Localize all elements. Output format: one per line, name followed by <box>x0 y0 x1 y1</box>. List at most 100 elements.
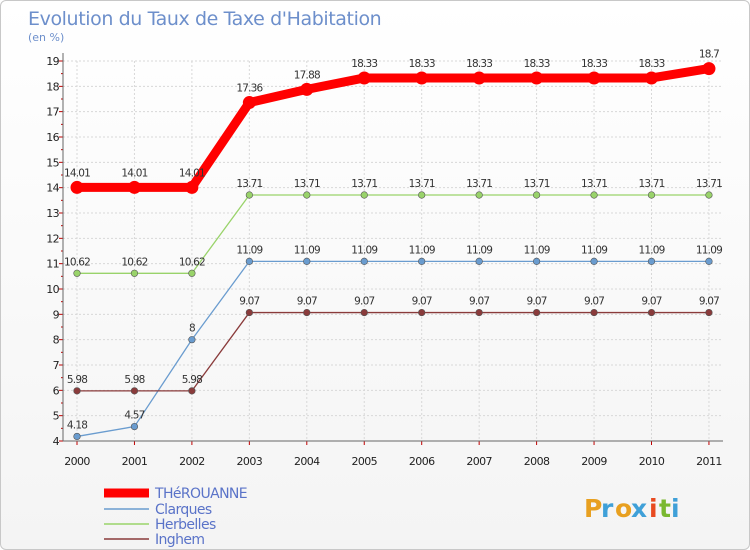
data-label: 4.18 <box>67 419 87 431</box>
y-tick-label: 11 <box>46 258 59 271</box>
logo-letter: P <box>584 494 602 523</box>
y-tick-label: 7 <box>53 359 60 372</box>
data-point <box>357 71 371 85</box>
data-label: 11.09 <box>466 244 492 256</box>
data-point <box>418 257 426 265</box>
x-tick-label: 2003 <box>237 455 263 468</box>
data-label: 17.36 <box>236 83 263 95</box>
data-label: 11.09 <box>236 244 262 256</box>
logo-letter: x <box>631 494 647 523</box>
data-point <box>532 257 541 265</box>
data-label: 14.01 <box>121 167 147 179</box>
data-point <box>300 82 314 96</box>
data-label: 18.33 <box>524 58 550 70</box>
data-label: 11.09 <box>638 244 664 256</box>
data-label: 4.57 <box>124 410 144 422</box>
data-point <box>360 257 368 265</box>
y-tick-label: 10 <box>46 283 59 296</box>
logo-letter: r <box>601 494 614 523</box>
data-label: 9.07 <box>239 296 259 308</box>
data-label: 8 <box>189 323 195 335</box>
data-label: 9.07 <box>527 296 547 308</box>
y-tick-label: 17 <box>46 106 59 119</box>
data-point <box>185 180 199 194</box>
data-point <box>590 308 598 317</box>
data-label: 13.71 <box>638 178 664 190</box>
data-label: 13.71 <box>294 178 320 190</box>
series-line-inghem <box>76 311 710 392</box>
data-point <box>647 257 656 265</box>
data-label: 10.62 <box>121 256 147 268</box>
data-point <box>532 308 541 317</box>
data-point <box>188 269 196 277</box>
y-tick-label: 12 <box>46 232 59 245</box>
y-tick-label: 19 <box>46 55 59 68</box>
data-point <box>532 191 541 199</box>
x-tick-label: 2002 <box>179 455 205 468</box>
y-tick-label: 18 <box>46 80 59 93</box>
data-point <box>73 269 81 277</box>
y-tick-label: 15 <box>46 156 59 169</box>
data-label: 9.07 <box>469 296 489 308</box>
data-point <box>188 336 196 344</box>
x-tick-label: 2007 <box>466 455 492 468</box>
data-label: 18.33 <box>351 58 377 70</box>
x-tick-label: 2009 <box>581 455 607 468</box>
data-label: 11.09 <box>524 244 550 256</box>
data-point <box>73 387 81 395</box>
data-point <box>645 71 658 85</box>
chart-subtitle: (en %) <box>28 31 64 44</box>
data-label: 13.71 <box>351 178 377 190</box>
data-point <box>475 257 483 265</box>
y-tick-label: 9 <box>53 308 60 321</box>
data-label: 11.09 <box>696 244 722 256</box>
data-point <box>70 180 84 194</box>
data-point <box>303 308 311 317</box>
data-point <box>475 191 483 199</box>
legend-label: Inghem <box>155 532 204 548</box>
series-line-thérouanne <box>72 64 714 192</box>
data-point <box>130 387 139 395</box>
data-label: 9.07 <box>641 296 661 308</box>
data-label: 10.62 <box>179 256 205 268</box>
data-label: 9.07 <box>297 296 317 308</box>
data-point <box>73 432 81 441</box>
data-label: 18.33 <box>409 58 435 70</box>
data-label: 5.98 <box>67 374 87 386</box>
data-label: 11.09 <box>581 244 607 256</box>
data-point <box>130 269 139 277</box>
data-label: 13.71 <box>581 178 607 190</box>
data-label: 18.33 <box>638 58 664 70</box>
x-tick-label: 2001 <box>122 455 148 468</box>
data-label: 10.62 <box>64 256 90 268</box>
data-label: 13.71 <box>409 178 435 190</box>
data-label: 11.09 <box>351 244 377 256</box>
data-label: 13.71 <box>466 178 492 190</box>
y-tick-label: 16 <box>46 131 59 144</box>
data-point <box>360 191 368 199</box>
data-point <box>418 191 426 199</box>
data-point <box>647 308 656 317</box>
data-label: 9.07 <box>354 296 374 308</box>
data-point <box>127 180 141 194</box>
data-label: 9.07 <box>699 296 719 308</box>
x-tick-label: 2006 <box>409 455 435 468</box>
data-point <box>245 257 253 265</box>
data-label: 18.7 <box>699 49 719 61</box>
y-tick-label: 4 <box>53 435 60 448</box>
data-point <box>245 191 253 199</box>
data-label: 13.71 <box>236 178 262 190</box>
data-label: 11.09 <box>409 244 435 256</box>
series-line-herbelles <box>76 194 710 274</box>
data-point <box>587 71 601 85</box>
x-tick-label: 2004 <box>294 455 320 468</box>
data-point <box>130 422 139 431</box>
data-point <box>242 96 256 110</box>
data-point <box>705 257 713 265</box>
data-label: 18.33 <box>581 58 607 70</box>
data-point <box>472 71 486 85</box>
data-point <box>303 191 311 199</box>
data-label: 13.71 <box>696 178 722 190</box>
